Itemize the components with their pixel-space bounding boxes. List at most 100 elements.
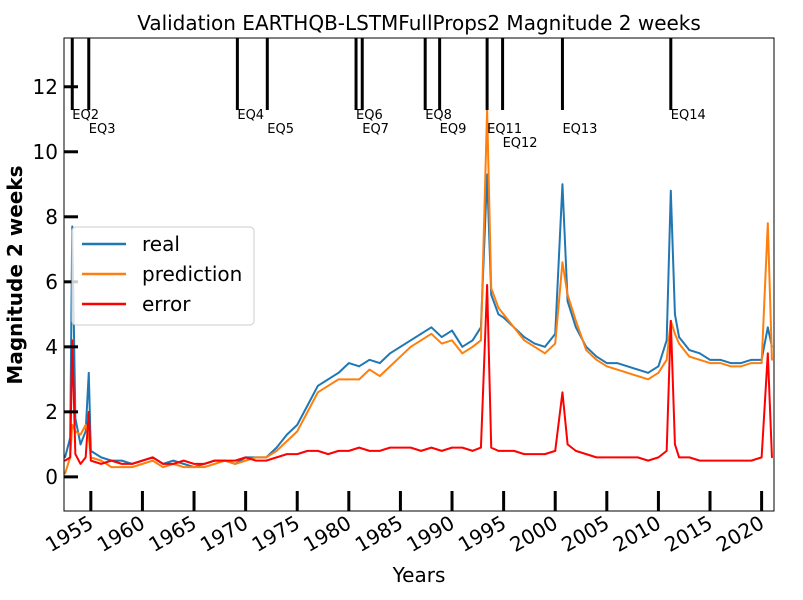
data-point-prediction	[688, 355, 691, 358]
series-line-error	[64, 284, 773, 465]
data-point-real	[64, 456, 66, 459]
eq-label-EQ3: EQ3	[89, 122, 116, 137]
data-point-prediction	[605, 365, 608, 368]
y-axis-label: Magnitude 2 weeks	[3, 165, 27, 384]
data-point-real	[647, 371, 649, 374]
data-point-real	[327, 378, 330, 381]
data-point-error	[566, 443, 569, 446]
data-point-real	[523, 336, 526, 338]
eq-label-EQ6: EQ6	[356, 108, 383, 123]
eq-label-EQ12: EQ12	[503, 136, 538, 151]
data-point-prediction	[100, 459, 103, 462]
data-point-real	[719, 358, 722, 361]
data-point-prediction	[420, 339, 422, 342]
data-point-error	[389, 446, 391, 449]
data-point-real	[544, 345, 546, 348]
x-tick-label: 1995	[454, 511, 510, 557]
data-point-error	[182, 459, 185, 462]
data-point-error	[131, 462, 134, 465]
data-point-error	[561, 391, 564, 394]
x-tick-label: 1975	[248, 511, 304, 557]
data-point-error	[399, 446, 402, 449]
data-point-prediction	[162, 466, 164, 469]
eq-label-EQ13: EQ13	[562, 122, 597, 137]
data-point-prediction	[79, 433, 82, 436]
data-point-real	[420, 332, 422, 335]
data-point-real	[296, 423, 299, 426]
eq-label-EQ8: EQ8	[425, 108, 452, 123]
data-point-real	[275, 446, 278, 449]
data-point-error	[647, 459, 649, 462]
data-point-real	[172, 459, 175, 462]
data-point-prediction	[523, 339, 526, 342]
x-tick-label: 2000	[506, 511, 562, 557]
legend-label-real: real	[142, 232, 180, 256]
data-point-error	[87, 410, 90, 413]
data-point-error	[234, 459, 237, 462]
data-point-error	[89, 459, 92, 462]
data-point-real	[636, 368, 639, 371]
data-point-error	[626, 456, 629, 459]
data-point-real	[674, 313, 676, 316]
data-point-error	[327, 453, 330, 456]
data-point-error	[760, 456, 763, 459]
data-point-error	[100, 462, 103, 465]
eq-label-EQ2: EQ2	[72, 108, 99, 123]
data-point-real	[750, 358, 753, 361]
data-point-real	[497, 313, 500, 316]
data-point-error	[409, 446, 412, 449]
data-point-error	[490, 446, 493, 449]
eq-label-EQ7: EQ7	[362, 122, 389, 137]
data-point-prediction	[296, 430, 299, 433]
data-point-error	[544, 453, 546, 456]
data-point-prediction	[265, 456, 268, 459]
data-point-error	[306, 449, 309, 452]
data-point-error	[244, 456, 247, 459]
data-point-real	[740, 362, 742, 364]
data-point-prediction	[665, 358, 668, 361]
data-point-prediction	[626, 371, 629, 374]
data-point-error	[368, 449, 371, 452]
data-point-prediction	[213, 462, 216, 465]
data-point-error	[286, 453, 288, 456]
data-point-prediction	[120, 466, 123, 469]
data-point-error	[674, 443, 676, 446]
data-point-error	[71, 339, 74, 342]
y-tick-label: 0	[45, 465, 58, 489]
data-point-error	[430, 446, 433, 449]
data-point-error	[461, 446, 464, 449]
data-point-real	[389, 352, 391, 355]
data-point-error	[574, 449, 577, 452]
data-point-prediction	[719, 362, 722, 364]
data-point-real	[378, 362, 381, 364]
plot-area	[64, 108, 773, 475]
data-point-real	[87, 371, 90, 374]
data-point-real	[729, 362, 732, 364]
data-point-prediction	[554, 342, 557, 345]
data-point-real	[347, 362, 350, 364]
data-point-real	[286, 433, 288, 436]
data-point-error	[162, 462, 164, 465]
data-point-error	[595, 456, 598, 459]
data-point-prediction	[409, 345, 412, 348]
x-tick-label: 1955	[41, 511, 97, 557]
x-tick-label: 1970	[196, 511, 252, 557]
data-point-real	[440, 336, 443, 338]
y-tick-label: 8	[45, 205, 58, 229]
data-point-real	[566, 300, 569, 303]
legend: real prediction error	[71, 226, 255, 326]
data-point-prediction	[657, 371, 660, 374]
legend-box	[71, 226, 255, 326]
data-point-real	[368, 358, 371, 361]
data-point-prediction	[461, 352, 464, 355]
x-axis: 1955196019651970197519801985199019952000…	[41, 491, 768, 557]
data-point-real	[669, 189, 672, 192]
data-point-prediction	[203, 466, 206, 469]
data-point-error	[347, 449, 350, 452]
data-point-error	[554, 449, 557, 452]
data-point-prediction	[616, 368, 619, 371]
data-point-error	[265, 459, 268, 462]
data-point-prediction	[71, 423, 74, 426]
data-point-error	[451, 446, 453, 449]
